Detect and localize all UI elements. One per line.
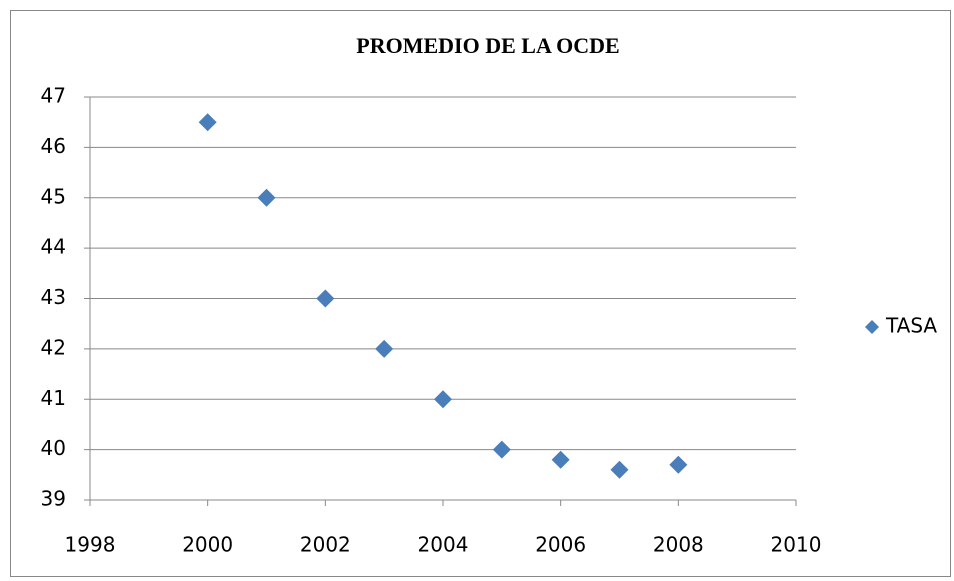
point xyxy=(492,440,511,459)
x-tick-label: 2002 xyxy=(300,533,351,557)
point xyxy=(669,455,688,474)
y-tick-label: 45 xyxy=(41,184,66,208)
x-tick-label: 1998 xyxy=(65,533,116,557)
y-tick-label: 46 xyxy=(41,134,66,158)
chart-border xyxy=(10,10,951,577)
y-tick-label: 43 xyxy=(41,285,66,309)
y-tick-label: 47 xyxy=(41,84,66,108)
x-tick-label: 2000 xyxy=(182,533,233,557)
y-tick-label: 39 xyxy=(41,487,66,511)
x-tick-label: 2010 xyxy=(771,533,822,557)
point xyxy=(551,450,570,469)
point xyxy=(316,289,335,308)
legend-marker xyxy=(865,320,879,334)
y-tick-label: 41 xyxy=(41,386,66,410)
x-tick-label: 2004 xyxy=(418,533,469,557)
point xyxy=(198,113,217,132)
point xyxy=(257,188,276,207)
point xyxy=(434,390,452,409)
point xyxy=(375,339,394,358)
x-tick-label: 2008 xyxy=(653,533,704,557)
y-tick-label: 44 xyxy=(41,235,66,259)
x-tick-label: 2006 xyxy=(535,533,586,557)
point xyxy=(610,460,629,479)
y-tick-label: 40 xyxy=(41,436,66,460)
y-tick-label: 42 xyxy=(41,335,66,359)
legend-label: TASA xyxy=(885,314,937,338)
chart-title: PROMEDIO DE LA OCDE xyxy=(356,33,619,58)
